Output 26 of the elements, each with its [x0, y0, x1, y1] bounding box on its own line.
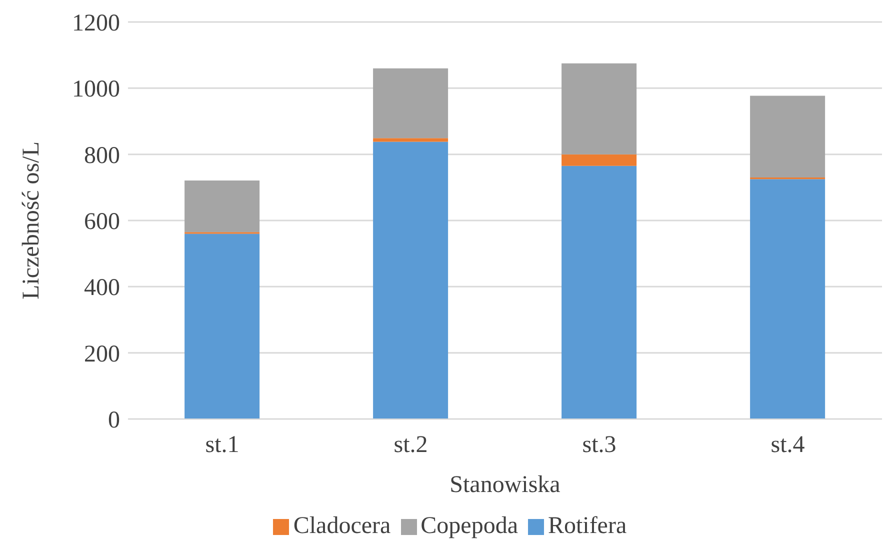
bar [562, 154, 637, 166]
bar [373, 68, 448, 138]
bar [184, 234, 260, 419]
legend-label: Copepoda [420, 513, 518, 539]
bar [750, 179, 826, 419]
y-axis-title: Liczebność os/L [18, 142, 45, 300]
bar [373, 138, 448, 142]
x-tick-label: st.1 [205, 432, 240, 458]
x-tick-label: st.4 [770, 432, 805, 458]
y-tick-label: 400 [84, 275, 120, 302]
y-tick-label: 1200 [72, 10, 120, 37]
y-tick-label: 200 [84, 341, 120, 368]
bar [562, 166, 637, 419]
x-tick-label: st.3 [582, 432, 616, 458]
y-tick-label: 600 [84, 209, 120, 236]
bar [184, 180, 260, 232]
y-tick-label: 1000 [72, 76, 120, 103]
x-tick-label: st.2 [394, 432, 428, 458]
y-tick-label: 800 [84, 142, 120, 169]
bar [373, 142, 448, 419]
bar [750, 96, 826, 178]
bar [562, 63, 637, 154]
x-axis-title: Stanowiska [450, 472, 561, 498]
legend-label: Cladocera [293, 513, 391, 539]
legend-label: Rotifera [548, 513, 627, 539]
y-tick-label: 0 [108, 408, 120, 434]
